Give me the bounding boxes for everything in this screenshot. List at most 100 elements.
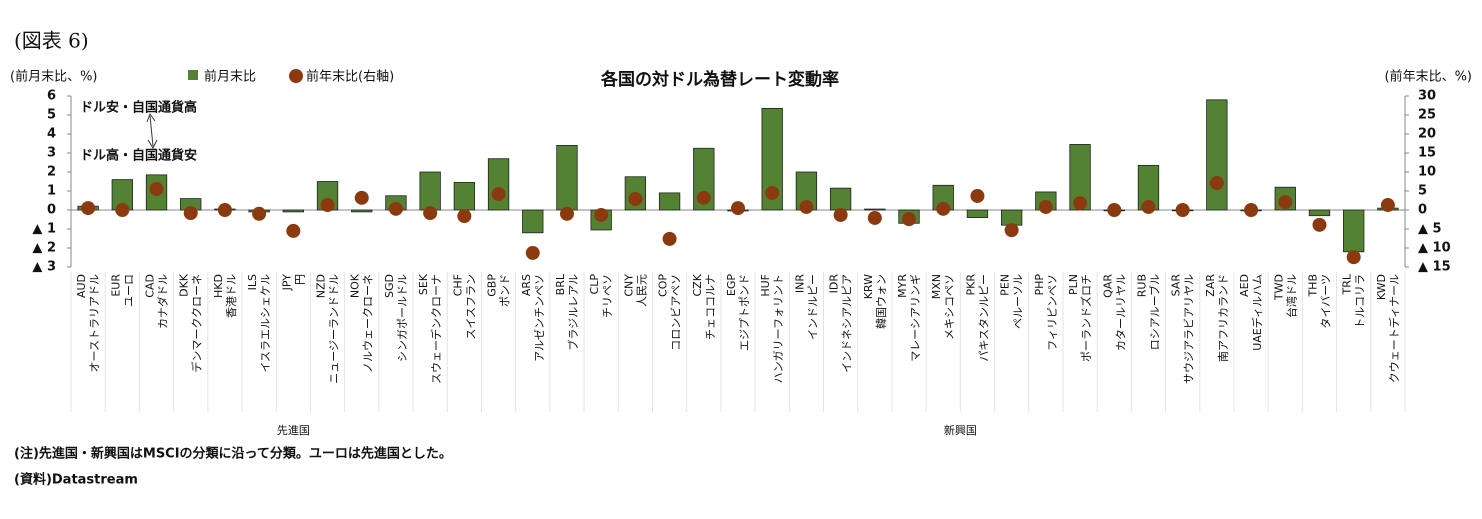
group-label: 新興国 xyxy=(944,423,977,437)
bar xyxy=(658,192,681,211)
y2-tick-label: 5 xyxy=(1418,184,1427,199)
bar xyxy=(761,107,783,211)
dot xyxy=(1380,198,1395,213)
dot xyxy=(217,203,232,217)
y2-tick-label: ▲ 5 xyxy=(1418,222,1442,237)
dot xyxy=(388,201,403,216)
x-tick-label: AUD xyxy=(75,274,88,298)
x-tick-label: ロシアルーブル xyxy=(1147,274,1161,350)
chart-title: 各国の対ドル為替レート変動率 xyxy=(600,69,839,90)
x-tick-label: IDR xyxy=(828,274,841,294)
bar xyxy=(1000,209,1023,226)
bar xyxy=(966,209,989,218)
bar xyxy=(864,208,886,211)
dot xyxy=(1107,203,1122,217)
dot xyxy=(423,206,438,221)
dot xyxy=(731,201,745,216)
x-tick-label: ニュージーランドドル xyxy=(328,274,341,384)
dot xyxy=(936,201,951,216)
y-tick-label: 3 xyxy=(47,146,56,161)
dot xyxy=(765,185,780,200)
x-tick-label: INR xyxy=(793,274,806,293)
x-tick-label: ポーランドズロチ xyxy=(1079,274,1093,362)
bar xyxy=(419,171,441,211)
x-tick-label: チェココルナ xyxy=(704,274,717,340)
x-tick-label: HUF xyxy=(759,274,772,297)
x-tick-label: フィリピンペソ xyxy=(1046,274,1059,351)
legend-swatch xyxy=(289,69,303,83)
x-tick-label: SGD xyxy=(383,274,396,298)
x-tick-label: ZAR xyxy=(1204,274,1217,297)
y-tick-label: ▲ 3 xyxy=(32,260,56,275)
x-tick-label: RUB xyxy=(1135,274,1148,297)
header: (図表 6) xyxy=(14,29,89,53)
bar xyxy=(1343,209,1365,253)
dot xyxy=(286,223,301,238)
x-tick-label: JPY xyxy=(280,274,293,292)
x-tick-label: THB xyxy=(1306,274,1319,298)
note: (資料)Datastream xyxy=(14,472,138,488)
dot xyxy=(252,206,267,221)
x-tick-label: BRL xyxy=(554,273,567,295)
x-tick-label: PHP xyxy=(1033,274,1046,296)
annotation-arrow xyxy=(146,112,158,150)
dot xyxy=(594,207,609,222)
x-tick-label: CAD xyxy=(144,274,157,298)
bar xyxy=(522,209,544,234)
x-tick-label: NZD xyxy=(315,274,328,298)
x-tick-label: COP xyxy=(657,274,670,297)
x-tick-label: インドルピー xyxy=(806,274,819,340)
dot xyxy=(115,203,130,217)
dot xyxy=(525,245,540,260)
bar xyxy=(351,209,373,213)
y-tick-label: ▲ 1 xyxy=(32,222,56,237)
y2-tick-label: ▲ 10 xyxy=(1418,241,1451,256)
y2-tick-label: ▲ 15 xyxy=(1418,260,1451,275)
x-tick-label: ペルーソル xyxy=(1012,274,1025,329)
legend-swatch xyxy=(188,70,198,80)
y2-tick-label: 25 xyxy=(1418,108,1436,123)
dot xyxy=(1312,217,1327,232)
x-tick-label: MXN xyxy=(930,274,943,299)
bar xyxy=(556,144,578,211)
dot xyxy=(1073,196,1088,211)
dot xyxy=(1004,223,1019,238)
x-tick-label: イスラエルシェケル xyxy=(259,274,272,373)
dot xyxy=(354,190,369,205)
x-tick-label: SAR xyxy=(1170,274,1183,297)
x-tick-label: QAR xyxy=(1101,274,1114,298)
y-tick-label: 5 xyxy=(47,108,56,123)
bar xyxy=(1206,99,1228,211)
dot xyxy=(628,191,643,206)
x-tick-label: スウェーデンクローナ xyxy=(429,274,443,384)
legend-label: 前年末比(右軸) xyxy=(306,69,394,85)
x-tick-label: 人民元 xyxy=(635,274,648,307)
dot xyxy=(1141,199,1156,214)
x-tick-label: マレーシアリンギ xyxy=(909,274,922,362)
x-tick-label: クウェートディナール xyxy=(1387,274,1401,383)
bar xyxy=(1308,209,1331,217)
x-tick-label: ノルウェークローネ xyxy=(362,274,375,373)
note: (注)先進国・新興国はMSCIの分類に沿って分類。ユーロは先進国とした。 xyxy=(14,446,452,462)
y2-tick-label: 15 xyxy=(1418,146,1436,161)
dot xyxy=(833,207,848,222)
bar xyxy=(282,209,304,213)
x-tick-label: MYR xyxy=(896,274,909,298)
bar xyxy=(453,182,476,211)
y2-axis-label: (前年末比、%) xyxy=(1385,69,1473,85)
x-tick-label: NOK xyxy=(349,273,362,298)
x-tick-label: CHF xyxy=(451,274,464,296)
x-tick-label: 韓国ウォン xyxy=(875,274,888,329)
x-tick-label: エジプトポンド xyxy=(738,274,751,351)
x-tick-label: 南アフリカランド xyxy=(1217,274,1230,362)
x-tick-label: EUR xyxy=(109,274,122,297)
x-tick-label: ハンガリーフォリント xyxy=(772,274,785,383)
x-tick-label: AED xyxy=(1238,274,1251,297)
x-tick-label: SEK xyxy=(417,273,430,295)
x-tick-label: メキシコペソ xyxy=(943,274,956,340)
x-tick-label: カナダドル xyxy=(156,274,170,329)
x-tick-label: スイスフラン xyxy=(464,274,477,340)
y-tick-label: 4 xyxy=(47,127,56,142)
x-tick-label: パキスタンルピー xyxy=(977,274,990,362)
